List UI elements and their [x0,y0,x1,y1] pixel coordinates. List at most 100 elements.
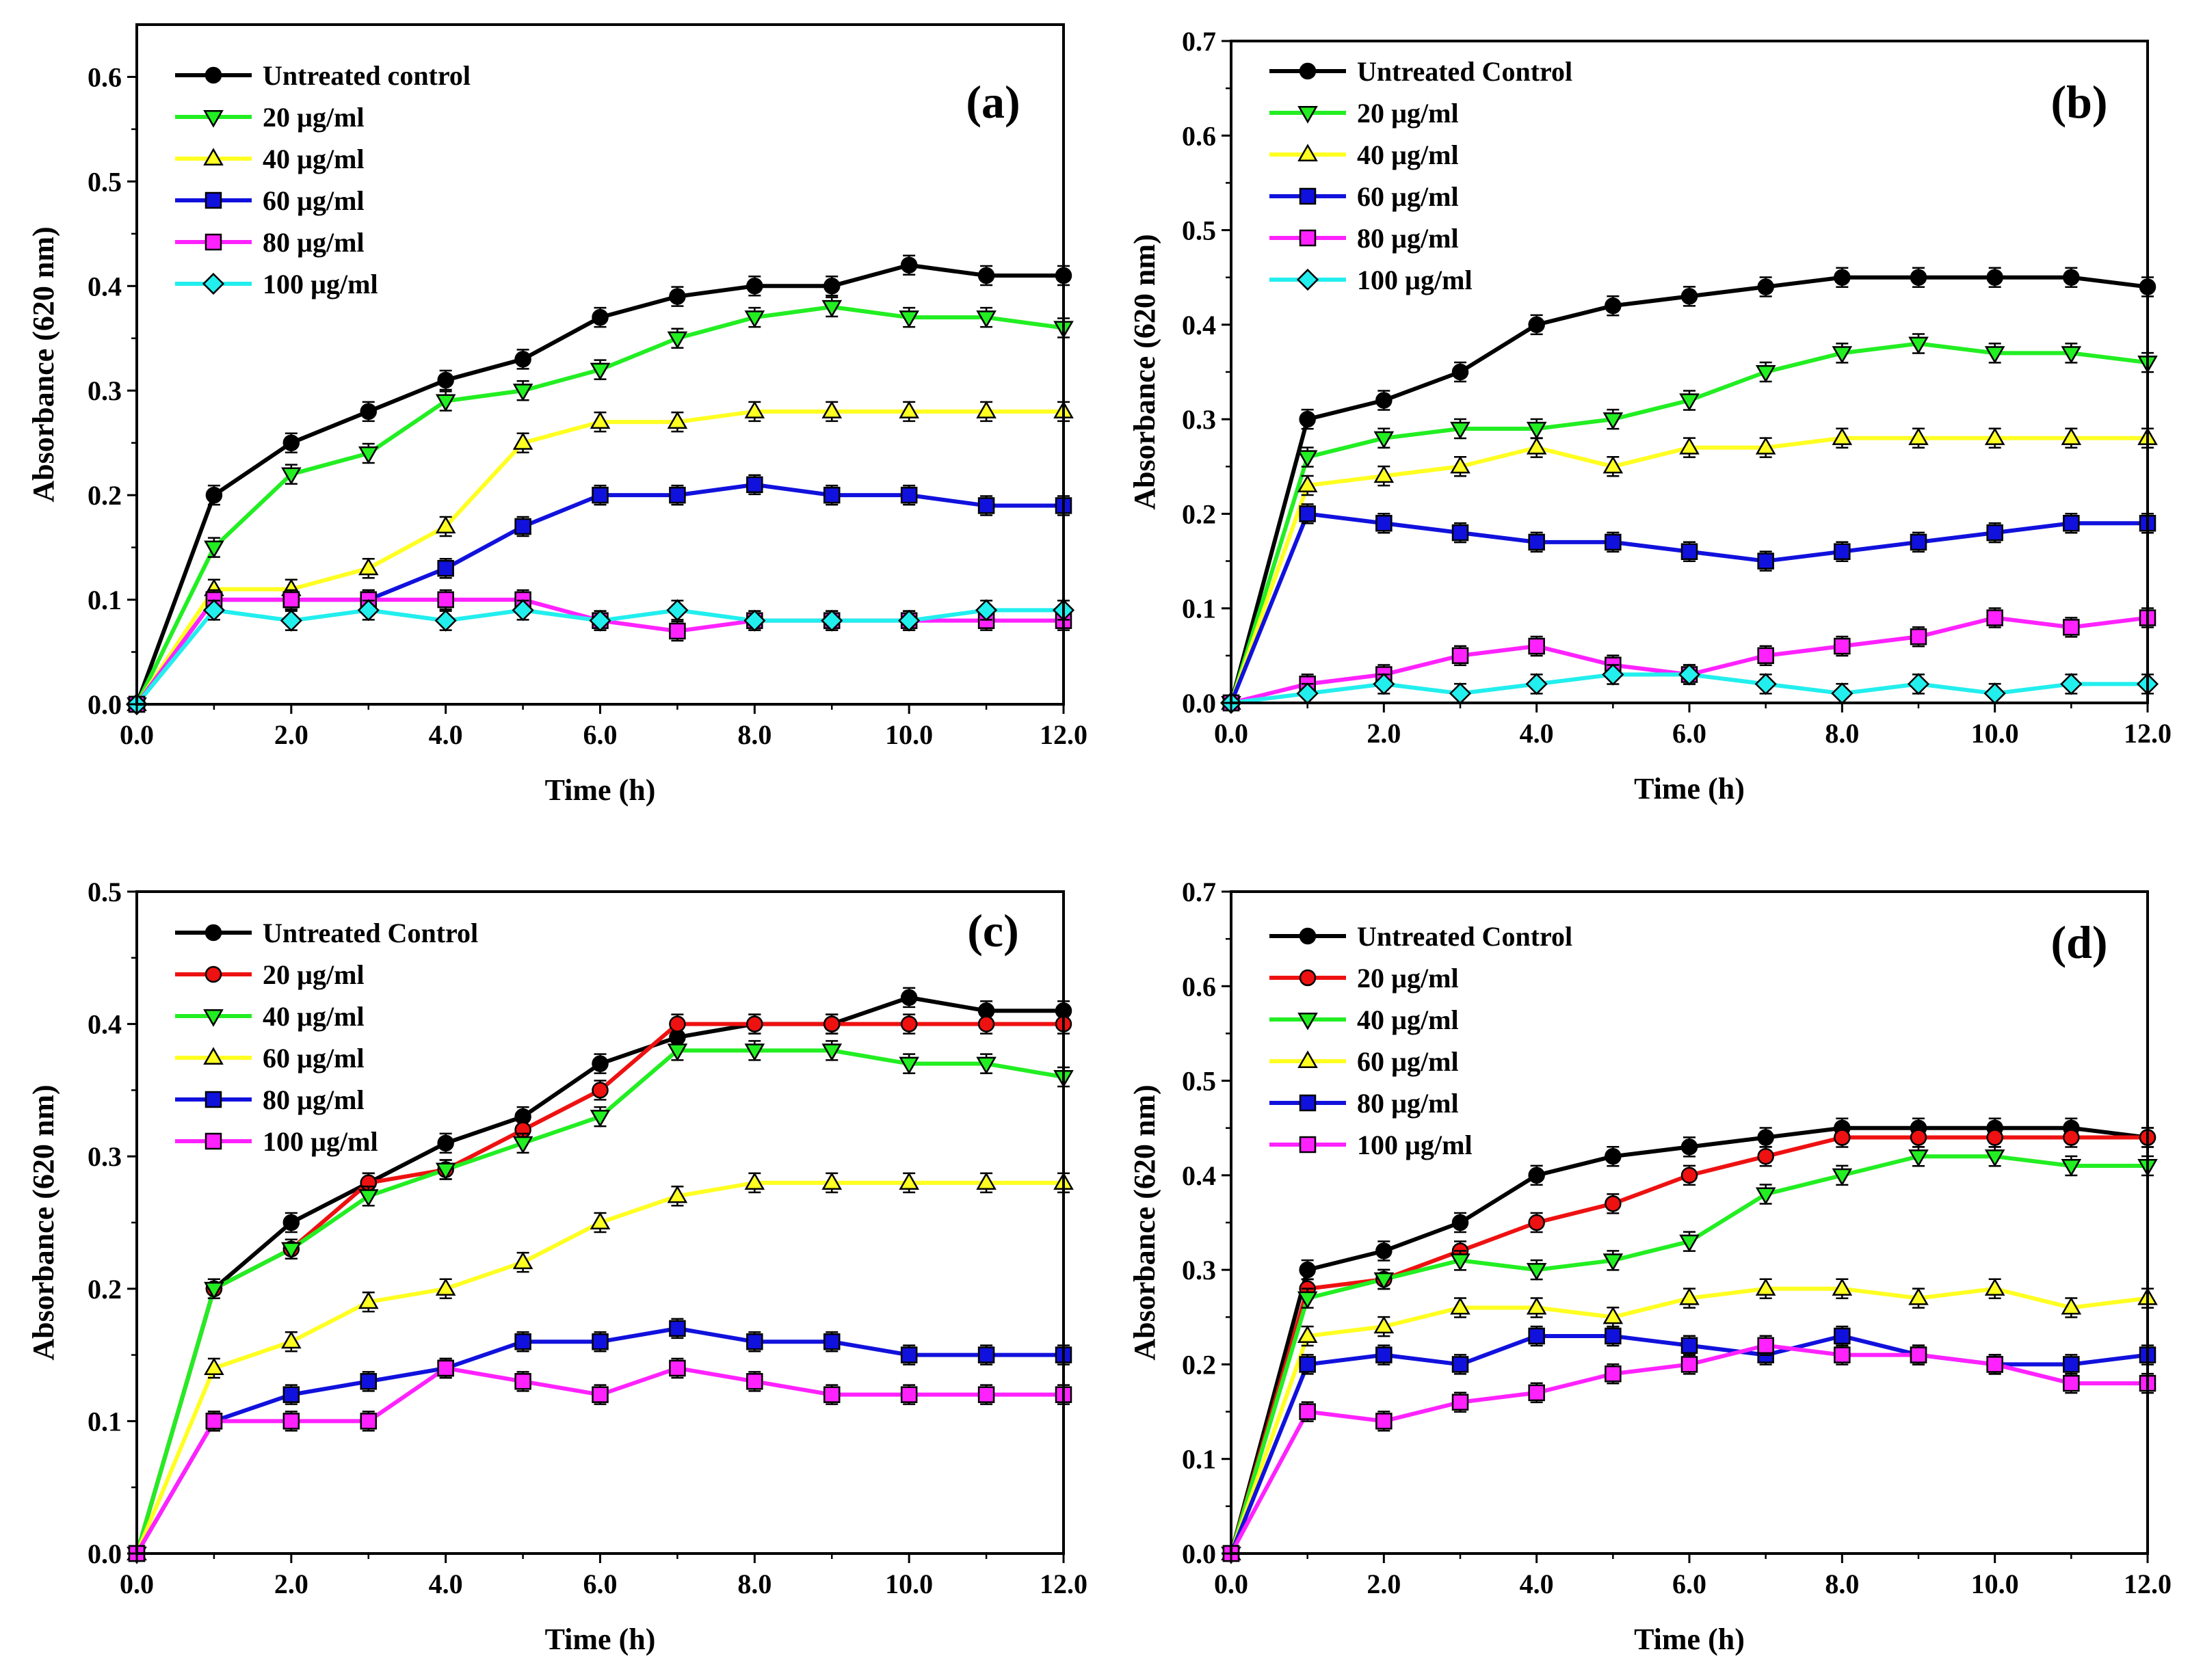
panel-a-ytick-label-3: 0.3 [88,375,122,406]
panel-a-ytick-label-0: 0.0 [88,689,122,720]
panel-d-series-5-point-7 [1757,1337,1774,1355]
panel-d-legend-marker-3 [1297,1050,1318,1069]
panel-d-ytick-label-0: 0.0 [1182,1538,1216,1569]
panel-c-series-5-point-10 [900,1386,918,1403]
panel-d-series-3-point-4 [1526,1296,1547,1315]
panel-d-series-5-point-10 [1986,1356,2003,1373]
panel-a-ytick-label-6: 0.6 [88,62,122,92]
panel-c-ytick-label-3: 0.3 [88,1141,122,1172]
panel-c-series-3-point-8 [744,1172,765,1190]
panel-b-xtick-label-0: 0.0 [1214,718,1248,749]
panel-b-ytick-label-7: 0.7 [1182,26,1216,57]
panel-a-series-3-point-10 [900,486,918,504]
panel-d-ytick-label-3: 0.3 [1182,1255,1216,1285]
panel-d-series-1-point-11 [2063,1129,2080,1146]
panel-d-xtick-label-1: 2.0 [1367,1569,1401,1599]
panel-c-series-0-point-6 [592,1055,609,1072]
panel-b-series-5-point-10 [1983,682,2006,705]
panel-d-series-5-point-8 [1834,1346,1851,1363]
panel-c-legend-label-4: 80 µg/ml [263,1084,365,1115]
panel-a-ytick-label-1: 0.1 [88,585,122,615]
panel-b-series-5-point-5 [1602,663,1624,686]
panel-a-xtick-label-0: 0.0 [120,719,154,750]
panel-a-ytick-label-2: 0.2 [88,480,122,511]
panel-b-series-0-point-3 [1451,363,1469,381]
panel-c-xtick-label-3: 6.0 [583,1569,618,1599]
panel-c-legend-label-1: 20 µg/ml [263,959,365,990]
chart-panel-b: 0.0 2.0 4.0 6.0 8.0 10.0 12.0 0.0 0.1 0.2 0.3 0.4 0.… [1128,26,2172,805]
panel-b-legend-label-3: 60 µg/ml [1357,181,1459,212]
panel-c-series-2-point-8 [744,1043,765,1062]
panel-d-series-1-point-7 [1757,1147,1774,1165]
panel-b-ytick-label-3: 0.3 [1182,404,1216,435]
panel-b-series-0-point-2 [1375,392,1393,409]
panel-a-series-5-point-8 [743,609,766,632]
panel-a-ytick-label-4: 0.4 [88,271,122,302]
panel-b-series-3-point-11 [2063,515,2080,532]
panel-b-series-1-point-1 [1297,450,1318,468]
panel-b-series-1-point-6 [1679,393,1700,412]
panel-d-series-5-point-9 [1910,1346,1927,1363]
panel-c-series-2-point-11 [976,1056,997,1075]
panel-a-series-5-point-2 [280,609,302,632]
panel-d-series-1-point-4 [1528,1214,1545,1231]
panel-a-series-5-point-7 [666,599,689,622]
panel-c-ylabel: Absorbance (620 nm) [27,1084,60,1360]
panel-d-series-2-point-11 [2061,1158,2082,1177]
panel-a-legend-label-0: Untreated control [263,60,471,91]
panel-a-series-5-point-3 [357,599,380,622]
panel-b-series-3-point-5 [1605,533,1622,551]
panel-c-series-4-point-11 [977,1346,995,1363]
panel-c-ytick-label-0: 0.0 [88,1538,122,1569]
panel-d-legend-marker-2 [1297,1012,1318,1030]
panel-d-series-2-point-7 [1755,1187,1776,1205]
panel-a-series-3-line [135,482,1064,706]
panel-b-legend-marker-0 [1299,62,1317,80]
panel-b-ylabel: Absorbance (620 nm) [1128,234,1161,509]
panel-b-series-0-point-4 [1528,316,1545,334]
panel-b-series-3-point-9 [1910,533,1927,551]
panel-a-series-1-point-11 [976,310,997,328]
panel-c-ytick-label-4: 0.4 [88,1009,122,1040]
panel-b-legend-marker-4 [1299,229,1317,247]
panel-c-series-5-point-3 [360,1413,377,1430]
panel-a-series-0-point-10 [900,256,918,274]
panel-a-legend-marker-3 [205,191,222,209]
panel-a-series-5-point-10 [898,609,921,632]
panel-c-series-4-point-6 [592,1333,609,1350]
panel-d-legend-label-5: 100 µg/ml [1357,1130,1473,1160]
panel-b-series-3-point-8 [1834,543,1851,560]
panel-c-legend-label-3: 60 µg/ml [263,1043,365,1074]
panel-a-series-2-point-10 [899,401,919,418]
panel-d-series-5-point-4 [1528,1384,1545,1402]
panel-a-series-0-line [135,263,1064,706]
panel-b-series-4-point-9 [1910,628,1927,645]
panel-b-tag: (b) [2050,76,2107,128]
panel-d-series-5-point-3 [1451,1394,1469,1411]
panel-a-series-3-point-5 [514,518,531,535]
panel-a-series-0-point-8 [746,278,763,295]
panel-b-xtick-label-5: 10.0 [1971,718,2019,749]
panel-c-ytick-label-1: 0.1 [88,1406,122,1437]
panel-c-series-0-point-2 [282,1214,300,1231]
panel-b-xtick-label-6: 12.0 [2124,718,2172,749]
panel-c-series-5-point-4 [437,1359,454,1377]
panel-c-series-4-point-3 [360,1373,377,1390]
panel-c-series-3-point-5 [512,1251,533,1270]
panel-d-legend-marker-5 [1299,1136,1317,1154]
panel-a-legend-label-5: 100 µg/ml [263,269,378,299]
panel-a-series-2-point-11 [976,401,997,418]
panel-b-series-2-point-2 [1373,465,1395,483]
panel-c-series-3-point-6 [590,1212,611,1230]
panel-d-series-2-point-3 [1450,1253,1470,1272]
panel-b-ytick-label-6: 0.6 [1182,120,1216,151]
panel-d-series-3-point-10 [1984,1278,2005,1296]
panel-a-ytick-label-5: 0.5 [88,166,122,197]
panel-a-series-1-point-10 [899,310,919,328]
panel-a-series-2-point-3 [358,557,379,576]
panel-d-series-3-point-1 [1297,1325,1318,1343]
panel-d-legend-label-4: 80 µg/ml [1357,1088,1459,1119]
panel-a-legend-label-4: 80 µg/ml [263,227,365,258]
panel-d-legend-marker-4 [1299,1094,1317,1112]
panel-d-series-1-point-6 [1680,1166,1698,1184]
